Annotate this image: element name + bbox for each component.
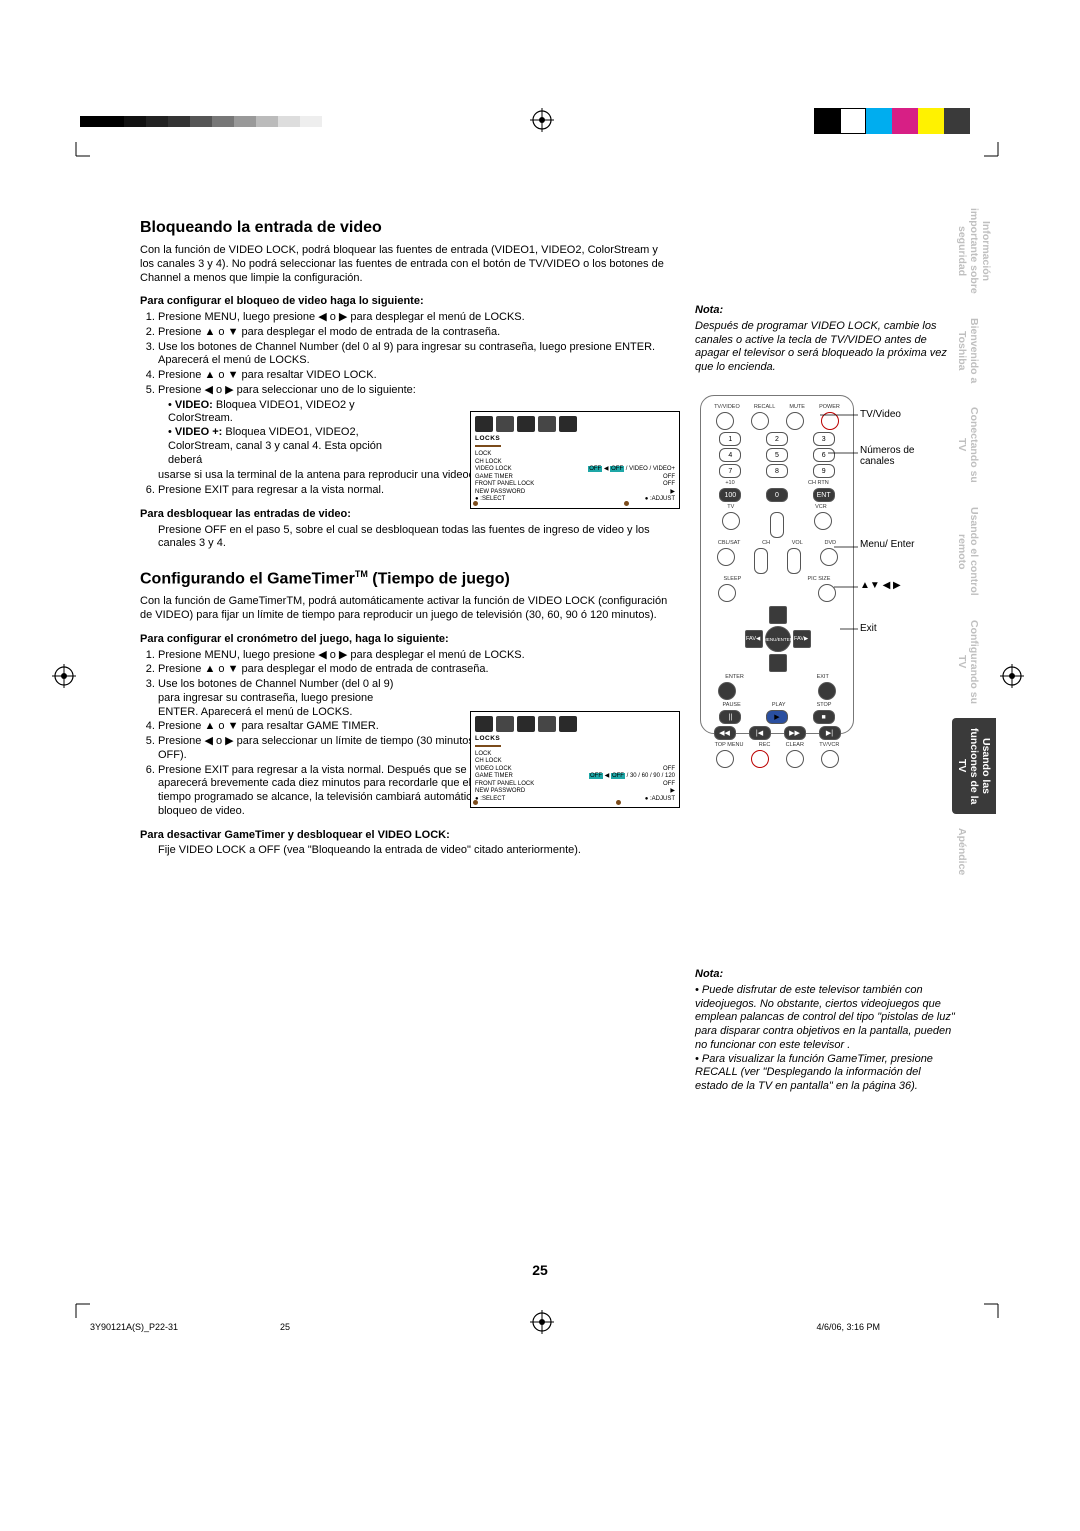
nota-body: Después de programar VIDEO LOCK, cambie … (695, 320, 955, 375)
registration-cross-icon (530, 1310, 554, 1334)
option: VIDEO: Bloquea VIDEO1, VIDEO2 y ColorStr… (168, 399, 388, 427)
section1-title: Bloqueando la entrada de video (140, 218, 670, 238)
nota-block: Nota: Puede disfrutar de este televisor … (695, 966, 955, 1096)
section2-subheading: Para configurar el cronómetro del juego,… (140, 633, 670, 647)
step: Presione ▲ o ▼ para desplegar el modo de… (158, 326, 670, 340)
section1-subheading: Para configurar el bloqueo de video haga… (140, 295, 670, 309)
osd-footer: ● :SELECT● :ADJUST (475, 796, 675, 804)
registration-greyscale-bar (80, 116, 322, 127)
crop-mark-icon (62, 142, 90, 170)
right-column: Nota: Después de programar VIDEO LOCK, c… (695, 290, 955, 377)
callout-label: ▲▼ ◀ ▶ (860, 580, 901, 591)
crop-mark-icon (984, 1290, 1012, 1318)
step-text: Presione ◀ o ▶ para seleccionar uno de l… (158, 384, 416, 396)
step: Presione MENU, luego presione ◀ o ▶ para… (158, 649, 670, 663)
section2-title: Configurando el GameTimerTM (Tiempo de j… (140, 569, 670, 589)
osd-title: LOCKS (475, 435, 675, 443)
callout-label: TV/Video (860, 409, 901, 420)
osd-row: NEW PASSWORD▶ (475, 788, 675, 796)
nota-heading: Nota: (695, 968, 955, 982)
registration-cross-icon (52, 664, 76, 688)
section2-intro: Con la función de GameTimerTM, podrá aut… (140, 595, 670, 623)
step: Use los botones de Channel Number (del 0… (158, 341, 670, 369)
osd-row: CH LOCK (475, 459, 675, 467)
osd-row: VIDEO LOCKOFF (475, 766, 675, 774)
osd-row: VIDEO LOCKOFF ◀ OFFOFF / VIDEO / VIDEO+ … (475, 466, 675, 474)
registration-cross-icon (530, 108, 554, 132)
main-content-column: Bloqueando la entrada de video Con la fu… (140, 200, 670, 860)
footer-date: 4/6/06, 3:16 PM (816, 1322, 880, 1332)
step: Presione MENU, luego presione ◀ o ▶ para… (158, 311, 670, 325)
nota-list: Puede disfrutar de este televisor tambié… (695, 984, 955, 1094)
side-tab-strip: Informaciónimportante sobreseguridad Bie… (952, 198, 996, 889)
side-tab: Conectando suTV (952, 397, 984, 493)
osd-row: GAME TIMEROFF ◀ OFF / 30 / 60 / 90 / 120 (475, 773, 675, 781)
registration-cross-icon (1000, 664, 1024, 688)
callout-label: Exit (860, 623, 877, 634)
page-number: 25 (532, 1262, 548, 1278)
side-tab-active: Usando lasfunciones de laTV (952, 718, 996, 814)
crop-mark-icon (62, 1290, 90, 1318)
footer-filename: 3Y90121A(S)_P22-31 (90, 1322, 178, 1332)
osd-title: LOCKS (475, 735, 675, 743)
registration-color-bar (814, 108, 970, 134)
step-text-cont: usarse si usa la terminal de la antena p… (158, 469, 495, 481)
side-tab: Bienvenido aToshiba (952, 308, 984, 393)
osd-row: NEW PASSWORD▶ (475, 489, 675, 497)
unlock-text: Presione OFF en el paso 5, sobre el cual… (158, 524, 670, 552)
side-tab: Configurando suTV (952, 610, 984, 714)
option: VIDEO +: Bloquea VIDEO1, VIDEO2, ColorSt… (168, 426, 388, 467)
crop-mark-icon (984, 142, 1012, 170)
nota-item: Para visualizar la función GameTimer, pr… (695, 1053, 955, 1094)
side-tab: Apéndice (952, 818, 972, 885)
osd-row: FRONT PANEL LOCKOFF (475, 781, 675, 789)
step: Presione ▲ o ▼ para desplegar el modo de… (158, 663, 670, 677)
section1-subheading2: Para desbloquear las entradas de video: (140, 508, 670, 522)
osd-menu-screenshot: LOCKS LOCK CH LOCK VIDEO LOCKOFF GAME TI… (470, 711, 680, 809)
footer-page: 25 (280, 1322, 290, 1332)
step: Presione ▲ o ▼ para resaltar GAME TIMER. (158, 720, 398, 734)
side-tab: Informaciónimportante sobreseguridad (952, 198, 996, 304)
section1-intro: Con la función de VIDEO LOCK, podrá bloq… (140, 244, 670, 285)
deactivate-text: Fije VIDEO LOCK a OFF (vea "Bloqueando l… (158, 844, 670, 858)
osd-row: FRONT PANEL LOCKOFF (475, 481, 675, 489)
step: Presione ▲ o ▼ para resaltar VIDEO LOCK. (158, 369, 670, 383)
nota-item: Puede disfrutar de este televisor tambié… (695, 984, 955, 1053)
callout-label: Números de canales (860, 445, 940, 467)
side-tab: Usando el controlremoto (952, 497, 984, 606)
remote-control-diagram: TV/VIDEORECALLMUTEPOWER 123 456 789 +10C… (700, 395, 950, 734)
step: Use los botones de Channel Number (del 0… (158, 678, 398, 719)
osd-row: LOCK (475, 751, 675, 759)
osd-row: GAME TIMEROFF (475, 474, 675, 482)
callout-label: Menu/ Enter (860, 539, 920, 550)
osd-row: LOCK (475, 451, 675, 459)
osd-row: CH LOCK (475, 758, 675, 766)
section2-subheading2: Para desactivar GameTimer y desbloquear … (140, 829, 670, 843)
osd-footer: ● :SELECT● :ADJUST (475, 496, 675, 504)
osd-menu-screenshot: LOCKS LOCK CH LOCK VIDEO LOCKOFF ◀ OFFOF… (470, 411, 680, 509)
nota-heading: Nota: (695, 304, 955, 318)
